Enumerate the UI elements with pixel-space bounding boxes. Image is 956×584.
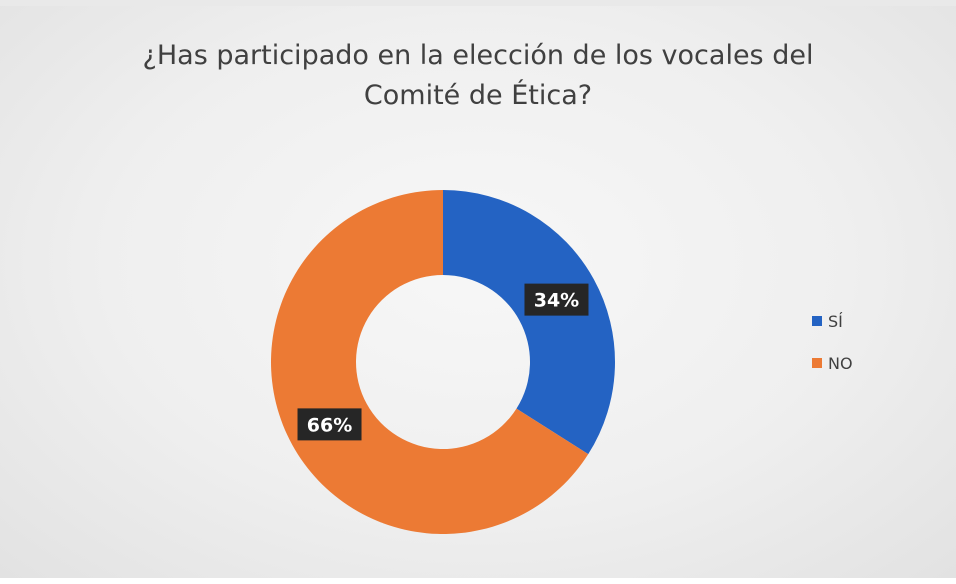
donut-slice-no	[271, 190, 589, 534]
data-label-si: 34%	[524, 283, 589, 316]
legend-swatch-no	[812, 358, 822, 368]
data-label-text-no: 66%	[307, 414, 352, 436]
data-label-box-no	[297, 408, 362, 441]
legend-item-si: SÍ	[812, 310, 853, 332]
legend-label-no: NO	[828, 353, 853, 373]
data-labels: 34% 66%	[297, 283, 589, 441]
chart-title: ¿Has participado en la elección de los v…	[0, 36, 956, 116]
data-label-no: 66%	[297, 408, 362, 441]
chart-title-line-1: ¿Has participado en la elección de los v…	[142, 40, 814, 71]
legend-label-si: SÍ	[828, 311, 843, 331]
data-label-text-si: 34%	[534, 290, 579, 312]
legend-swatch-si	[812, 316, 822, 326]
donut-slices	[271, 190, 615, 534]
legend: SÍ NO	[812, 310, 853, 394]
donut-chart: 34% 66%	[271, 190, 615, 534]
donut-slice-si	[443, 190, 615, 455]
legend-item-no: NO	[812, 352, 853, 374]
data-label-box-si	[524, 283, 589, 316]
chart-title-line-2: Comité de Ética?	[363, 80, 593, 111]
